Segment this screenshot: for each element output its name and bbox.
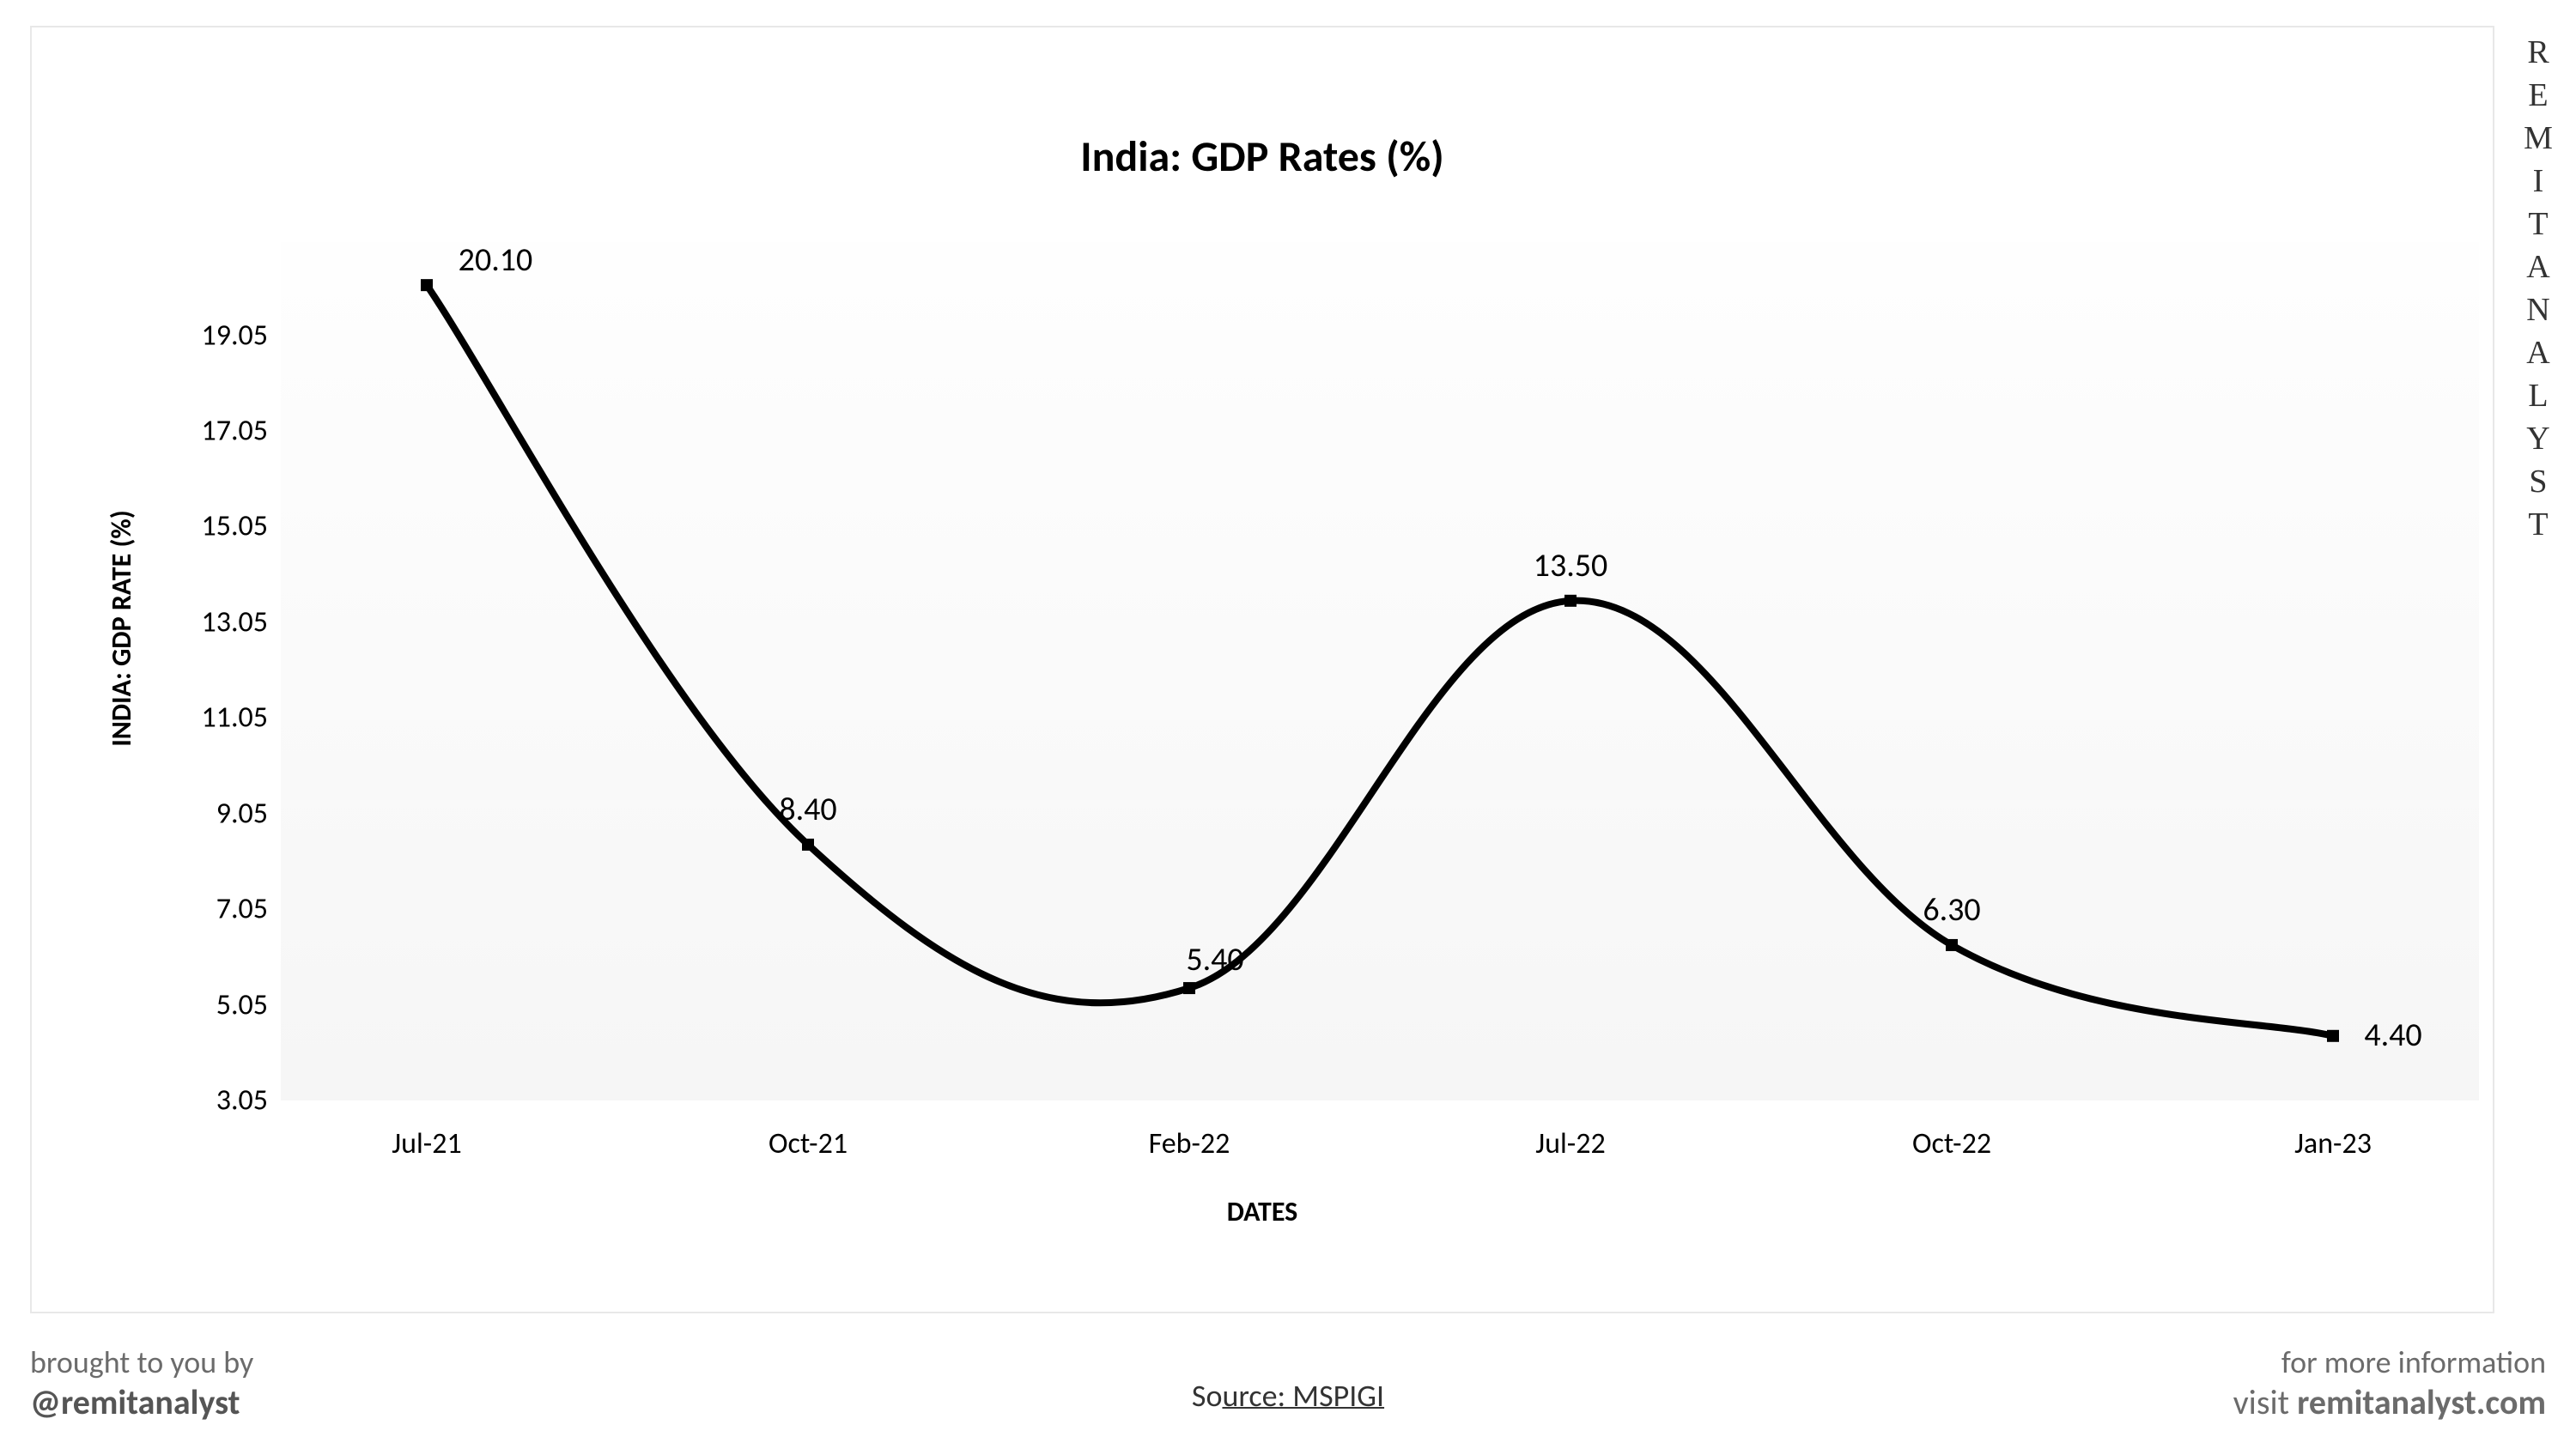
data-point-label: 4.40 bbox=[2364, 1016, 2421, 1055]
y-tick-label: 3.05 bbox=[186, 1083, 268, 1119]
footer-brought-by: brought to you by bbox=[30, 1343, 253, 1381]
x-tick-label: Jan-23 bbox=[2294, 1126, 2372, 1161]
data-point-label: 5.40 bbox=[1186, 940, 1243, 979]
data-point-label: 8.40 bbox=[779, 790, 836, 829]
x-tick-label: Oct-21 bbox=[769, 1126, 848, 1161]
data-marker bbox=[2327, 1030, 2339, 1042]
line-chart-svg bbox=[32, 27, 2496, 1315]
watermark-remitanalyst: REMITANALYST bbox=[2519, 34, 2557, 549]
y-tick-label: 11.05 bbox=[186, 700, 268, 736]
data-marker bbox=[802, 839, 814, 851]
footer-more-info: for more information visit remitanalyst.… bbox=[2233, 1343, 2546, 1423]
y-tick-label: 13.05 bbox=[186, 604, 268, 640]
footer-more-info-line2: visit remitanalyst.com bbox=[2233, 1381, 2546, 1423]
y-tick-label: 7.05 bbox=[186, 892, 268, 927]
data-point-label: 13.50 bbox=[1534, 546, 1608, 585]
footer-source-rest: urce: MSPIGI bbox=[1222, 1377, 1384, 1415]
y-tick-label: 19.05 bbox=[186, 318, 268, 353]
data-point-label: 20.10 bbox=[459, 240, 533, 280]
x-tick-label: Jul-22 bbox=[1535, 1126, 1605, 1161]
y-tick-label: 5.05 bbox=[186, 987, 268, 1022]
footer-visit-prefix: visit bbox=[2233, 1381, 2298, 1423]
data-point-label: 6.30 bbox=[1923, 890, 1980, 930]
chart-frame: India: GDP Rates (%) INDIA: GDP RATE (%)… bbox=[30, 26, 2494, 1313]
x-tick-label: Jul-21 bbox=[392, 1126, 461, 1161]
x-tick-label: Oct-22 bbox=[1912, 1126, 1991, 1161]
footer-source-prefix: So bbox=[1192, 1377, 1223, 1415]
data-marker bbox=[421, 279, 433, 291]
footer-source: Source: MSPIGI bbox=[0, 1377, 2576, 1415]
data-marker bbox=[1946, 939, 1958, 951]
gdp-line bbox=[427, 285, 2333, 1036]
y-tick-label: 17.05 bbox=[186, 414, 268, 449]
data-marker bbox=[1183, 982, 1195, 994]
footer-site-link: remitanalyst.com bbox=[2297, 1381, 2546, 1423]
y-tick-label: 15.05 bbox=[186, 509, 268, 544]
y-tick-label: 9.05 bbox=[186, 796, 268, 831]
footer-more-info-line1: for more information bbox=[2233, 1343, 2546, 1381]
data-marker bbox=[1564, 595, 1577, 607]
x-tick-label: Feb-22 bbox=[1149, 1126, 1230, 1161]
